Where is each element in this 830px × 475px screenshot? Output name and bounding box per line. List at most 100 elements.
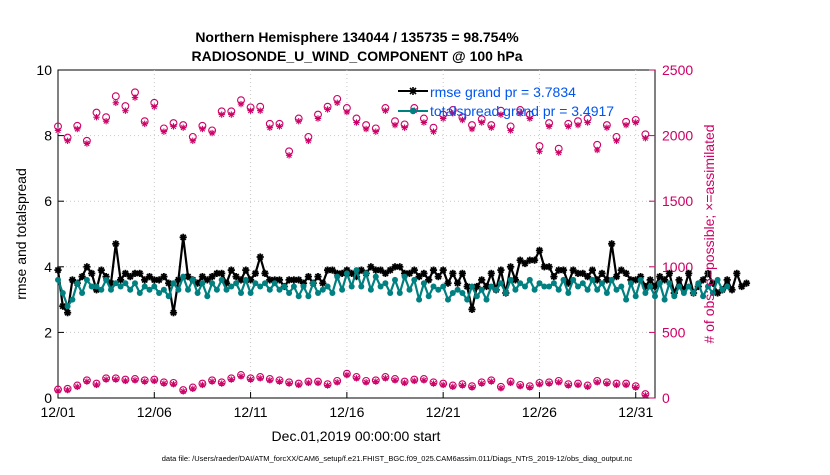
- totalspread-point: [146, 286, 153, 293]
- obs-assimilated-point: [102, 376, 110, 383]
- totalspread-point: [589, 276, 596, 283]
- rmse-point-stroke: [733, 270, 741, 277]
- rmse-point-stroke: [516, 256, 524, 264]
- rmse-point-stroke: [478, 276, 485, 284]
- x-axis-tick-label: 12/26: [522, 404, 557, 420]
- obs-assimilated-point: [228, 111, 235, 118]
- totalspread-point: [69, 296, 76, 303]
- rmse-point: [112, 240, 120, 248]
- rmse-point-stroke: [295, 276, 302, 284]
- obs-assimilated-point: [131, 94, 139, 101]
- obs-assimilated-point: [372, 128, 379, 135]
- obs-assimilated-point-stroke: [536, 381, 543, 387]
- obs-assimilated-point: [382, 375, 389, 382]
- totalspread-point: [705, 283, 711, 290]
- rmse-point: [377, 266, 385, 274]
- obs-assimilated-point: [613, 137, 620, 145]
- totalspread-point: [445, 296, 451, 303]
- obs-assimilated-point-stroke: [315, 380, 321, 386]
- obs-assimilated-point: [295, 117, 302, 125]
- rmse-point: [78, 273, 86, 281]
- obs-assimilated-point-stroke: [74, 384, 80, 390]
- totalspread-point: [55, 276, 61, 283]
- totalspread-point: [575, 283, 581, 290]
- rmse-point-stroke: [69, 276, 76, 284]
- rmse-point: [675, 276, 683, 284]
- totalspread-point: [281, 283, 288, 290]
- obs-assimilated-point: [574, 381, 582, 389]
- rmse-point-stroke: [155, 276, 163, 284]
- rmse-point-stroke: [386, 266, 394, 274]
- obs-possible-point: [111, 92, 120, 101]
- obs-assimilated-point-stroke: [536, 148, 543, 154]
- rmse-point-stroke: [541, 263, 548, 271]
- obs-assimilated-point: [622, 121, 630, 129]
- totalspread-point: [680, 290, 687, 296]
- obs-assimilated-point: [324, 382, 331, 389]
- totalspread-point: [594, 286, 601, 293]
- chart-title: Northern Hemisphere 134044 / 135735 = 98…: [195, 29, 519, 45]
- right-axis-tick-label: 0: [662, 390, 670, 406]
- rmse-point-stroke: [117, 276, 124, 284]
- rmse-point: [497, 266, 505, 274]
- rmse-point: [415, 273, 423, 281]
- totalspread-point: [276, 286, 283, 293]
- obs-assimilated-point: [603, 380, 611, 387]
- obs-assimilated-point: [574, 121, 582, 129]
- obs-assimilated-point-stroke: [401, 380, 408, 386]
- obs-assimilated-point-stroke: [575, 382, 581, 388]
- obs-assimilated-point-stroke: [373, 378, 379, 385]
- obs-assimilated-point: [141, 378, 148, 385]
- obs-assimilated-point: [382, 107, 389, 114]
- obs-assimilated-point-stroke: [334, 100, 340, 106]
- obs-assimilated-point-stroke: [247, 108, 254, 114]
- left-axis-tick-label: 2: [44, 324, 52, 340]
- totalspread-point: [579, 280, 586, 287]
- totalspread-point: [271, 280, 278, 287]
- rmse-point-stroke: [666, 270, 673, 277]
- rmse-point-stroke: [709, 279, 717, 287]
- rmse-point-stroke: [83, 263, 91, 271]
- rmse-point-stroke: [266, 276, 274, 284]
- totalspread-point: [329, 290, 336, 296]
- rmse-point-stroke: [454, 279, 461, 287]
- obs-assimilated-point: [642, 134, 649, 142]
- obs-assimilated-point: [459, 116, 466, 124]
- rmse-point-stroke: [569, 266, 577, 274]
- totalspread-point: [714, 276, 721, 283]
- obs-assimilated-point-stroke: [305, 138, 312, 144]
- rmse-point-stroke: [276, 276, 283, 284]
- obs-assimilated-point-stroke: [55, 127, 61, 134]
- obs-assimilated-point-stroke: [584, 119, 591, 126]
- totalspread-point: [401, 273, 408, 280]
- obs-assimilated-point-stroke: [257, 108, 263, 114]
- rmse-point: [68, 276, 77, 284]
- totalspread-point: [695, 280, 702, 287]
- rmse-point: [449, 269, 457, 277]
- footer-text: data file: /Users/raeder/DAI/ATM_forcXX/…: [162, 454, 633, 463]
- obs-assimilated-point-stroke: [286, 152, 292, 158]
- obs-assimilated-point-stroke: [488, 125, 494, 131]
- obs-assimilated-point: [179, 124, 187, 131]
- obs-assimilated-point: [411, 377, 418, 385]
- obs-assimilated-point-stroke: [84, 140, 90, 147]
- rmse-point-stroke: [179, 234, 187, 241]
- obs-assimilated-point: [565, 123, 572, 130]
- obs-assimilated-point-stroke: [64, 387, 71, 393]
- rmse-point: [704, 269, 712, 277]
- obs-assimilated-point-stroke: [267, 377, 273, 383]
- obs-assimilated-point: [218, 111, 225, 118]
- obs-assimilated-point-stroke: [228, 376, 234, 383]
- obs-assimilated-point: [151, 377, 158, 385]
- obs-assimilated-point: [112, 99, 120, 107]
- obs-assimilated-point-stroke: [469, 384, 475, 391]
- obs-assimilated-point: [199, 125, 206, 133]
- obs-assimilated-point-stroke: [199, 126, 206, 132]
- obs-assimilated-point: [372, 378, 379, 385]
- rmse-point: [454, 279, 462, 287]
- rmse-point-stroke: [545, 263, 553, 271]
- obs-assimilated-point: [526, 384, 533, 391]
- obs-assimilated-point-stroke: [170, 381, 177, 387]
- totalspread-point: [136, 290, 143, 296]
- totalspread-point: [353, 267, 360, 274]
